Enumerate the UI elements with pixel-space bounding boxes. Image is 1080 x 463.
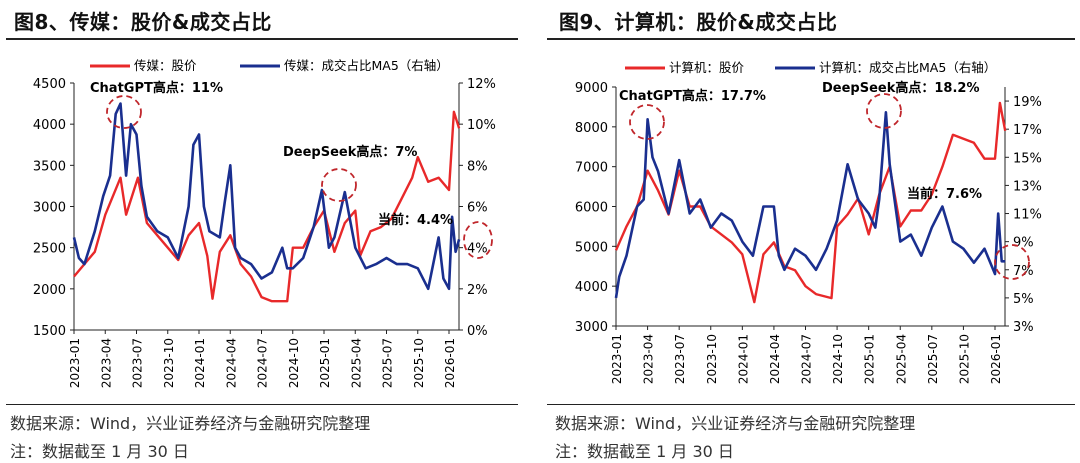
legend-label: 计算机：成交占比MA5（右轴） <box>819 60 996 75</box>
annotation-circle <box>629 104 665 140</box>
price-series-line <box>614 101 1007 304</box>
title-divider <box>6 38 518 40</box>
y-tick-label: 2000 <box>33 283 66 298</box>
y-tick-label: 4500 <box>33 77 66 92</box>
x-tick-label: 2024-01 <box>193 338 207 388</box>
annotation-label: DeepSeek高点：18.2% <box>822 80 979 96</box>
x-tick-label: 2024-10 <box>287 338 301 388</box>
y2-tick-label: 6% <box>467 201 488 216</box>
y-tick-label: 7000 <box>575 161 608 176</box>
chart-media: 1500 2000 2500 3000 3500 4000 4500 0% 2% 4% 6% 8% 10… <box>33 58 496 388</box>
y2-tick-label: 5% <box>1013 292 1034 307</box>
legend-label: 传媒：成交占比MA5（右轴） <box>284 58 449 73</box>
x-tick-label: 2025-01 <box>318 338 332 388</box>
x-tick-label: 2024-07 <box>800 334 814 384</box>
x-tick-label: 2024-04 <box>768 334 782 384</box>
y2-tick-label: 10% <box>467 118 496 133</box>
x-tick-label: 2024-01 <box>736 334 750 384</box>
title-divider <box>547 38 1075 40</box>
y2-tick-label: 17% <box>1013 123 1042 138</box>
source-note: 数据来源：Wind，兴业证券经济与金融研究院整理 <box>555 414 916 433</box>
annotation-circle <box>994 244 1030 280</box>
y-tick-label: 4000 <box>33 118 66 133</box>
y-tick-label: 4000 <box>575 280 608 295</box>
x-tick-label: 2026-01 <box>989 334 1003 384</box>
y-tick-label: 6000 <box>575 201 608 216</box>
x-tick-label: 2025-04 <box>894 334 908 384</box>
share-series-line <box>614 111 1006 299</box>
chart-panel-media: 图8、传媒：股价&成交占比 1500 2000 2500 3000 3500 4000 45… <box>6 10 518 461</box>
y2-tick-label: 0% <box>467 324 488 339</box>
y2-tick-label: 19% <box>1013 95 1042 110</box>
x-tick-label: 2023-04 <box>642 334 656 384</box>
chart-title: 图8、传媒：股价&成交占比 <box>14 10 272 34</box>
source-divider <box>6 404 518 405</box>
x-tick-label: 2023-10 <box>162 338 176 388</box>
x-tick-label: 2023-01 <box>68 338 82 388</box>
footnote: 注：数据截至 1 月 30 日 <box>555 442 734 461</box>
y-tick-label: 5000 <box>575 240 608 255</box>
y-tick-label: 3000 <box>33 201 66 216</box>
annotation-label: 当前：4.4% <box>378 212 453 228</box>
y2-tick-label: 9% <box>1013 236 1034 251</box>
y2-tick-label: 2% <box>467 283 488 298</box>
x-tick-label: 2025-01 <box>863 334 877 384</box>
y2-tick-label: 12% <box>467 77 496 92</box>
annotation-label: ChatGPT高点：11% <box>90 80 223 96</box>
annotation-circle <box>321 168 357 202</box>
y2-tick-label: 13% <box>1013 179 1042 194</box>
y-tick-label: 8000 <box>575 121 608 136</box>
annotation-label: ChatGPT高点：17.7% <box>619 88 766 104</box>
source-note: 数据来源：Wind，兴业证券经济与金融研究院整理 <box>10 414 371 433</box>
x-tick-label: 2025-10 <box>412 338 426 388</box>
source-divider <box>547 404 1075 405</box>
annotation-circle <box>866 93 902 129</box>
annotation-circle <box>106 95 142 129</box>
x-tick-label: 2024-07 <box>256 338 270 388</box>
x-tick-label: 2025-10 <box>957 334 971 384</box>
x-tick-label: 2023-10 <box>705 334 719 384</box>
x-tick-label: 2026-01 <box>443 338 457 388</box>
x-tick-label: 2025-04 <box>349 338 363 388</box>
share-series-line <box>72 102 461 291</box>
footnote: 注：数据截至 1 月 30 日 <box>10 442 189 461</box>
annotation-label: DeepSeek高点：7% <box>283 144 417 160</box>
y2-tick-label: 7% <box>1013 264 1034 279</box>
x-tick-label: 2025-07 <box>381 338 395 388</box>
x-tick-label: 2023-07 <box>673 334 687 384</box>
x-tick-label: 2024-10 <box>831 334 845 384</box>
x-tick-label: 2025-07 <box>926 334 940 384</box>
chart-panel-computer: 图9、计算机：股价&成交占比 3000 4000 5000 6000 7000 8000 9… <box>545 0 1080 463</box>
y-tick-label: 1500 <box>33 324 66 339</box>
y2-tick-label: 4% <box>467 242 488 257</box>
annotation-label: 当前：7.6% <box>907 186 982 202</box>
x-tick-label: 2023-01 <box>610 334 624 384</box>
y-tick-label: 3500 <box>33 159 66 174</box>
annotation-circle <box>463 221 493 259</box>
y2-tick-label: 15% <box>1013 151 1042 166</box>
chart-title: 图9、计算机：股价&成交占比 <box>559 10 838 34</box>
y-tick-label: 9000 <box>575 81 608 96</box>
x-tick-label: 2024-04 <box>224 338 238 388</box>
chart-computer: 3000 4000 5000 6000 7000 8000 9000 3% 5% 7% 9% 11% 1… <box>575 60 1042 384</box>
legend-label: 计算机：股价 <box>669 60 745 75</box>
price-series-line <box>73 110 461 303</box>
y2-tick-label: 11% <box>1013 208 1042 223</box>
y2-tick-label: 8% <box>467 159 488 174</box>
y-tick-label: 3000 <box>575 320 608 335</box>
y-tick-label: 2500 <box>33 242 66 257</box>
x-tick-label: 2023-07 <box>131 338 145 388</box>
legend-label: 传媒：股价 <box>134 58 197 73</box>
y2-tick-label: 3% <box>1013 320 1034 335</box>
x-tick-label: 2023-04 <box>99 338 113 388</box>
